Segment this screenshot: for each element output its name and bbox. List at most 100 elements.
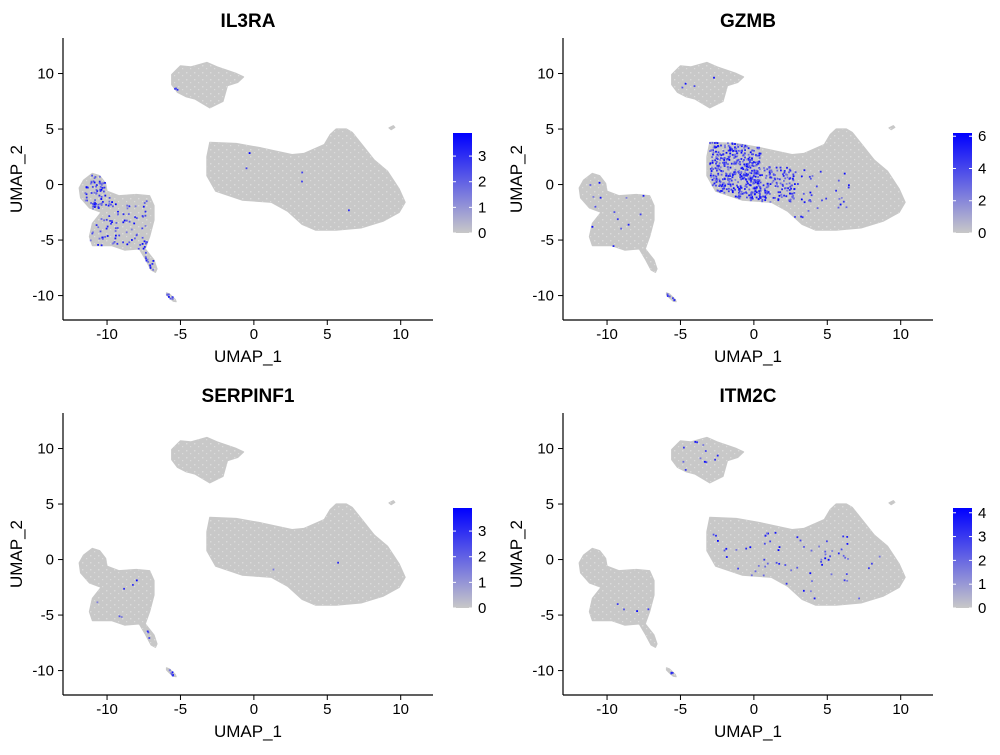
cell-point [709,150,711,152]
cell-point [715,534,717,537]
cell-point [733,150,736,152]
cell-point [682,460,685,463]
cell-point [102,201,104,203]
cell-point [735,549,738,551]
cell-point [858,597,860,600]
cell-point [788,189,791,191]
cell-point [784,564,787,566]
cell-point [736,196,739,198]
cell-point [756,170,759,173]
y-tick-label: -10 [532,663,554,680]
cell-point [98,194,101,197]
cell-point [762,195,764,198]
cell-point [819,170,822,173]
cell-point [785,183,788,185]
x-tick-label: 5 [323,701,331,718]
cell-point [132,584,134,586]
cell-point [744,171,747,174]
cell-point [704,450,707,452]
cell-point [734,179,737,181]
cell-point [837,206,840,209]
cell-point [809,572,812,575]
cell-point [745,183,748,186]
cell-point [739,185,742,188]
cell-point [751,196,753,198]
cell-point [84,199,87,202]
cell-point [752,161,755,163]
cell-point [754,181,757,184]
cell-point [757,171,760,174]
cell-point [788,199,791,202]
cell-point [783,194,785,197]
cell-point [768,166,771,169]
cell-point [711,178,714,181]
cell-point [736,155,739,158]
cell-point [721,188,724,190]
y-tick-label: -5 [41,607,54,624]
cell-point [711,156,713,158]
cell-point [738,189,740,191]
cell-point [720,170,723,172]
cell-point [766,532,768,535]
cell-point [716,153,719,156]
y-axis-label: UMAP_2 [7,145,26,213]
cell-point [97,244,99,246]
x-tick-label: 10 [392,326,409,343]
cell-point [668,295,671,298]
y-tick-label: -5 [41,232,54,249]
cell-point [710,149,712,152]
cell-point [90,202,92,204]
cell-point [758,160,761,163]
cell-point [141,243,144,245]
cell-point [786,189,788,192]
cell-point [727,177,729,180]
cell-point [591,225,594,228]
cell-point [642,194,645,197]
cell-point [95,184,98,186]
umap-panel-2: SERPINF1 -10 -5 0 5 10 -10 -5 0 5 10 UMAP_1 UMAP_2 0 1… [7,386,486,741]
cell-point [758,152,761,155]
cell-point [753,179,756,181]
colorbar-tick-label: 0 [978,600,986,617]
cell-point [755,196,758,199]
y-tick-label: -5 [541,607,554,624]
cell-point [105,227,108,230]
cell-point [98,180,101,183]
cell-point [741,150,743,152]
cell-point [744,188,746,190]
cell-point [747,166,749,169]
cell-point [729,166,732,169]
cell-point [847,186,850,189]
cell-point [756,154,759,157]
cell-point [756,161,759,163]
cell-point [727,149,730,152]
cell-point [737,567,739,570]
cell-point [782,185,784,187]
cell-point [794,216,796,218]
cell-point [731,176,734,179]
cell-point [728,187,730,190]
cell-point [720,157,722,159]
cell-point [738,187,740,190]
colorbar: 0 1 2 3 [453,133,486,242]
cell-point [170,672,173,675]
cell-point [830,573,833,576]
cell-point [725,162,728,165]
cell-point [670,671,673,674]
cell-point [759,181,762,184]
cell-point [743,163,746,166]
cell-point [797,183,799,185]
cell-point [754,570,757,573]
cell-point [711,141,714,144]
cell-point [768,169,771,172]
x-tick-label: 0 [750,326,758,343]
cell-point [746,165,748,168]
cell-point [118,615,121,618]
cell-point [710,170,713,172]
cell-point [716,454,719,457]
x-axis-label: UMAP_1 [714,722,782,741]
cell-point [711,161,714,164]
cell-point [769,176,772,179]
cell-point [846,543,849,545]
cell-point [721,183,724,186]
